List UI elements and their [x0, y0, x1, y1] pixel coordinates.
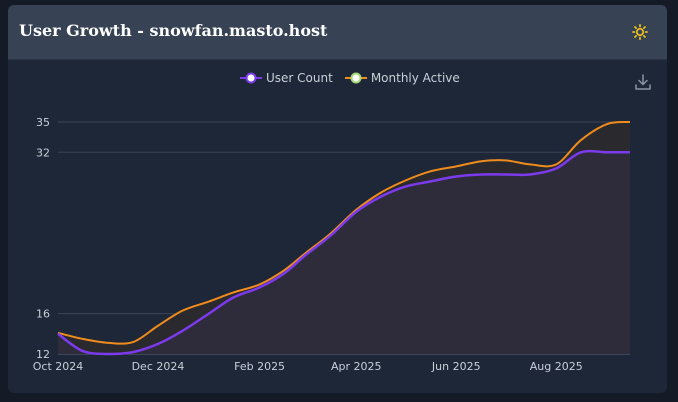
legend-item-user-count[interactable]: User Count	[240, 71, 333, 85]
card-header: User Growth - snowfan.masto.host	[8, 5, 667, 60]
x-tick-label: Jun 2025	[431, 360, 481, 373]
download-icon	[635, 74, 651, 90]
legend-label-user-count: User Count	[266, 71, 333, 85]
legend-marker-monthly-active	[344, 72, 367, 84]
legend-item-monthly-active[interactable]: Monthly Active	[344, 71, 460, 85]
download-button[interactable]	[632, 71, 654, 93]
y-tick-label: 12	[36, 348, 50, 361]
y-tick-label: 16	[36, 308, 50, 321]
area-user-count	[58, 151, 630, 355]
y-tick-label: 35	[36, 116, 50, 129]
theme-toggle-button[interactable]	[626, 20, 654, 44]
x-tick-label: Feb 2025	[234, 360, 285, 373]
chart-legend: User Count Monthly Active	[240, 69, 460, 87]
chart-card: User Growth - snowfan.masto.host	[8, 5, 667, 393]
sun-icon	[632, 24, 648, 40]
x-tick-label: Oct 2024	[33, 360, 84, 373]
x-tick-label: Dec 2024	[132, 360, 185, 373]
series-line-monthly-active[interactable]	[57, 120, 631, 345]
y-tick-label: 32	[36, 146, 50, 159]
chart-title: User Growth - snowfan.masto.host	[19, 21, 328, 40]
legend-label-monthly-active: Monthly Active	[370, 71, 460, 85]
series-line-user-count[interactable]	[57, 149, 630, 356]
x-tick-label: Aug 2025	[530, 360, 583, 373]
x-tick-label: Apr 2025	[331, 360, 382, 373]
line-chart: 12 16 32 35 Oct 2024 Dec 2024 Feb 2025 Apr 2025…	[33, 116, 631, 373]
legend-marker-user-count	[240, 72, 262, 84]
